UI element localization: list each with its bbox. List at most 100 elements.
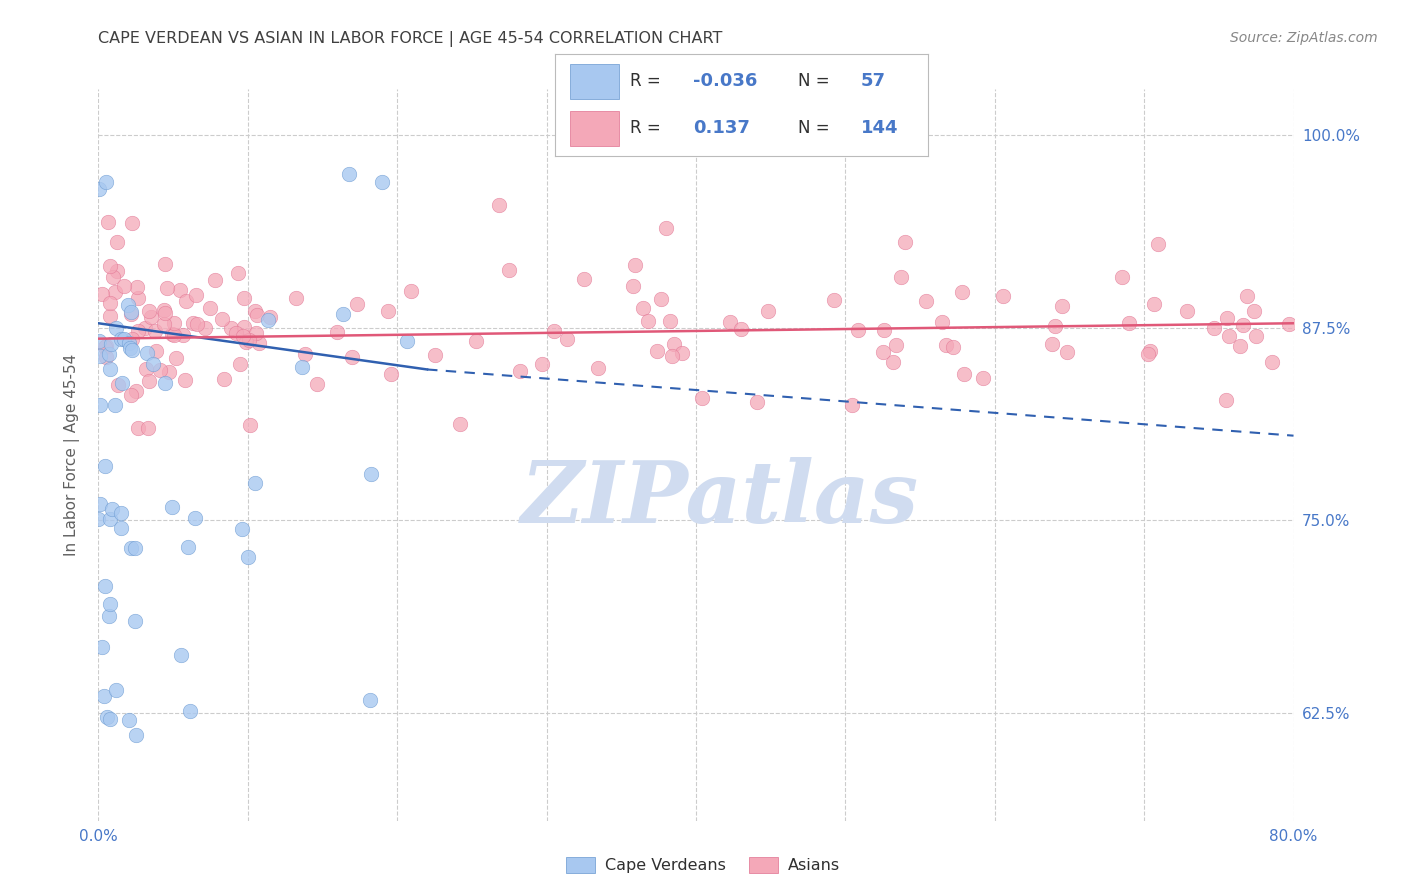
Point bbox=[1243, 304, 1265, 318]
Point bbox=[1216, 311, 1239, 326]
Point bbox=[841, 398, 863, 412]
Point bbox=[204, 273, 226, 287]
Point bbox=[120, 388, 142, 402]
Point bbox=[153, 302, 176, 317]
Point bbox=[94, 340, 117, 354]
Point bbox=[124, 728, 146, 742]
Point bbox=[1215, 393, 1237, 408]
Point bbox=[245, 326, 267, 341]
Point bbox=[89, 398, 111, 412]
Point bbox=[120, 341, 142, 355]
Point bbox=[931, 315, 953, 329]
Point bbox=[972, 371, 994, 385]
Point bbox=[87, 334, 110, 349]
Text: 57: 57 bbox=[860, 72, 886, 90]
Point bbox=[449, 417, 471, 431]
Point bbox=[221, 321, 243, 335]
Point bbox=[232, 329, 254, 343]
Point bbox=[872, 345, 894, 359]
Point bbox=[162, 327, 184, 342]
Point bbox=[170, 648, 193, 663]
Point bbox=[121, 332, 143, 346]
Point bbox=[233, 320, 256, 334]
Point bbox=[371, 175, 394, 189]
Point bbox=[346, 297, 368, 311]
Point bbox=[117, 298, 139, 312]
Point bbox=[96, 710, 118, 724]
Point bbox=[884, 337, 907, 351]
Point bbox=[509, 364, 531, 378]
Point bbox=[179, 704, 201, 718]
Point bbox=[138, 374, 160, 388]
Point bbox=[991, 288, 1014, 302]
Point bbox=[326, 325, 349, 339]
Point bbox=[145, 343, 167, 358]
Point bbox=[380, 367, 402, 381]
Point bbox=[94, 458, 117, 473]
Text: 0.137: 0.137 bbox=[693, 120, 751, 137]
Point bbox=[112, 332, 135, 346]
Point bbox=[1045, 318, 1067, 333]
Point bbox=[153, 257, 176, 271]
Point bbox=[94, 578, 117, 592]
Point bbox=[98, 309, 121, 323]
Point bbox=[112, 278, 135, 293]
Point bbox=[121, 217, 143, 231]
Point bbox=[172, 328, 194, 343]
Text: R =: R = bbox=[630, 120, 661, 137]
Point bbox=[235, 334, 257, 349]
Point bbox=[110, 520, 132, 534]
Point bbox=[624, 258, 647, 272]
Point bbox=[110, 332, 132, 346]
Point bbox=[157, 365, 180, 379]
Point bbox=[238, 333, 260, 347]
Point bbox=[105, 682, 128, 697]
Point bbox=[1050, 299, 1073, 313]
Point bbox=[232, 291, 254, 305]
Point bbox=[98, 597, 121, 611]
Point bbox=[127, 279, 149, 293]
Point bbox=[894, 235, 917, 249]
Point bbox=[93, 690, 115, 704]
Text: -0.036: -0.036 bbox=[693, 72, 758, 90]
Point bbox=[152, 318, 174, 332]
Point bbox=[1244, 329, 1267, 343]
Point bbox=[184, 511, 207, 525]
Point bbox=[621, 278, 644, 293]
Point bbox=[243, 476, 266, 491]
Point bbox=[105, 235, 128, 250]
Point bbox=[124, 614, 146, 628]
Text: 144: 144 bbox=[860, 120, 898, 137]
Point bbox=[890, 269, 912, 284]
Point bbox=[395, 334, 418, 348]
Point bbox=[231, 522, 253, 536]
Point bbox=[488, 198, 510, 212]
Point bbox=[531, 357, 554, 371]
Point bbox=[214, 372, 236, 386]
Point bbox=[136, 421, 159, 435]
Point bbox=[226, 266, 249, 280]
Point bbox=[194, 320, 217, 334]
Point bbox=[690, 392, 713, 406]
Point bbox=[89, 497, 111, 511]
Point bbox=[89, 182, 111, 196]
Point bbox=[239, 418, 262, 433]
Point bbox=[650, 292, 672, 306]
Text: CAPE VERDEAN VS ASIAN IN LABOR FORCE | AGE 45-54 CORRELATION CHART: CAPE VERDEAN VS ASIAN IN LABOR FORCE | A… bbox=[98, 31, 723, 47]
Point bbox=[465, 334, 488, 348]
Point bbox=[165, 351, 187, 365]
Point bbox=[120, 541, 142, 556]
Point bbox=[307, 377, 329, 392]
Legend: Cape Verdeans, Asians: Cape Verdeans, Asians bbox=[560, 850, 846, 880]
Point bbox=[259, 310, 281, 324]
Point bbox=[143, 324, 166, 338]
Bar bbox=[571, 64, 619, 99]
Point bbox=[127, 324, 149, 338]
Point bbox=[186, 317, 208, 331]
Point bbox=[401, 284, 423, 298]
Point bbox=[163, 327, 186, 342]
Point bbox=[574, 272, 596, 286]
Point bbox=[120, 307, 142, 321]
Point bbox=[98, 347, 121, 361]
Point bbox=[340, 350, 363, 364]
